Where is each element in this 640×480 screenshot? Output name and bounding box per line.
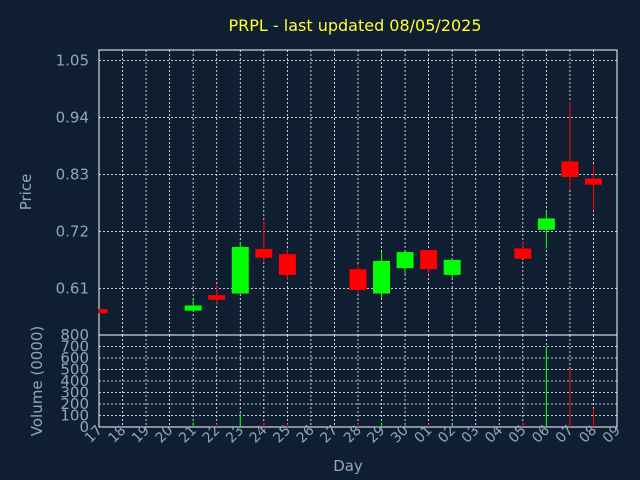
volume-bars [192, 346, 594, 427]
price-tick-label: 0.72 [56, 222, 89, 240]
price-tick-label: 0.61 [56, 279, 89, 297]
candle-body [255, 248, 273, 258]
volume-tick-label: 600 [60, 349, 89, 367]
x-tick-label: 21 [176, 423, 200, 447]
volume-axis-label: Volume (0000) [28, 326, 46, 436]
price-tick-label: 0.83 [56, 165, 89, 183]
candle-body [184, 305, 202, 311]
x-tick-label: 01 [412, 423, 436, 447]
chart-title: PRPL - last updated 08/05/2025 [228, 16, 481, 35]
candle-body [373, 260, 391, 294]
x-tick-label: 08 [576, 423, 600, 447]
x-tick-label: 19 [129, 423, 153, 447]
price-axis-label: Price [17, 174, 35, 211]
x-tick-label: 20 [153, 423, 177, 447]
candle-body [443, 259, 461, 275]
axis-ticks: 17 18 19 20 21 22 23 24 25 26 27 28 29 30 01 02 03 04 05 06… [56, 51, 624, 446]
candle-body [561, 161, 579, 177]
x-tick-label: 22 [200, 423, 224, 447]
x-tick-label: 23 [223, 423, 247, 447]
volume-tick-label: 700 [60, 338, 89, 356]
x-tick-label: 30 [388, 423, 412, 447]
volume-tick-label: 400 [60, 372, 89, 390]
x-tick-label: 27 [317, 423, 341, 447]
x-tick-label: 18 [105, 423, 129, 447]
x-tick-label: 09 [600, 423, 624, 447]
x-tick-label: 03 [459, 423, 483, 447]
x-tick-label: 29 [364, 423, 388, 447]
candles [98, 101, 602, 314]
candle-body [420, 250, 438, 270]
candle-body [231, 246, 249, 294]
candle-body [584, 178, 602, 185]
x-tick-label: 25 [270, 423, 294, 447]
candle-body [514, 248, 532, 259]
candle-body [208, 295, 226, 300]
price-tick-label: 0.94 [56, 108, 89, 126]
volume-tick-label: 100 [60, 407, 89, 425]
candle-body [99, 309, 108, 314]
x-tick-label: 26 [294, 422, 318, 446]
x-tick-label: 07 [553, 423, 577, 447]
x-tick-label: 05 [506, 423, 530, 447]
x-tick-label: 24 [247, 422, 271, 446]
x-tick-label: 06 [529, 422, 553, 446]
candle-body [396, 252, 414, 269]
candle-body [278, 254, 296, 275]
volume-tick-label: 800 [60, 326, 89, 344]
candle-body [537, 218, 555, 230]
price-tick-label: 1.05 [56, 51, 89, 69]
x-tick-label: 04 [482, 422, 506, 446]
x-tick-label: 02 [435, 423, 459, 447]
volume-tick-label: 300 [60, 384, 89, 402]
volume-tick-label: 500 [60, 361, 89, 379]
x-axis-label: Day [333, 457, 363, 475]
grid [99, 50, 617, 427]
candle-body [349, 269, 367, 290]
x-tick-label: 28 [341, 423, 365, 447]
volume-tick-label: 0 [79, 418, 89, 436]
volume-tick-label: 200 [60, 395, 89, 413]
